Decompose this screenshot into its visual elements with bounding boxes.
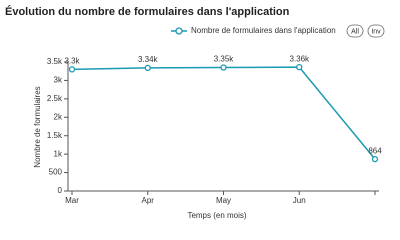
x-tick-label: Apr <box>142 196 155 205</box>
toggle-button[interactable] <box>367 24 385 38</box>
chart: Évolution du nombre de formulaires dans … <box>5 5 385 220</box>
y-tick-label: 3.5k <box>47 57 63 66</box>
series-line <box>71 66 376 160</box>
y-axis-label: Nombre de formulaires <box>33 86 42 167</box>
data-point <box>68 66 76 73</box>
toggle-button-label[interactable]: All <box>351 28 359 35</box>
legend-marker[interactable] <box>175 27 183 35</box>
data-point <box>296 64 303 71</box>
toggle-button[interactable] <box>346 24 364 38</box>
data-point <box>144 64 151 72</box>
data-label: 3.3k <box>64 56 80 65</box>
legend-label[interactable]: Nombre de formulaires dans l'application <box>191 26 336 35</box>
data-label: 3.34k <box>138 55 159 64</box>
data-point <box>371 156 379 163</box>
x-axis-label: Temps (en mois) <box>187 211 246 220</box>
y-tick-label: 1.5k <box>47 131 63 140</box>
y-tick-label: 2.5k <box>47 94 63 103</box>
x-tick-label: Jun <box>293 196 306 205</box>
data-point <box>220 64 227 71</box>
chart-title: Évolution du nombre de formulaires dans … <box>5 5 290 18</box>
x-tick-label: May <box>216 196 231 205</box>
y-tick-label: 1k <box>54 149 63 158</box>
x-tick-label: Mar <box>65 196 79 205</box>
y-tick-label: 0 <box>58 186 63 195</box>
y-tick-label: 3k <box>54 76 63 85</box>
data-label: 3.36k <box>289 54 310 63</box>
data-label: 864 <box>368 146 382 155</box>
y-tick-label: 500 <box>49 168 63 177</box>
data-label: 3.35k <box>214 55 235 64</box>
toggle-button-label[interactable]: Inv <box>371 28 381 35</box>
y-tick-label: 2k <box>54 112 63 121</box>
